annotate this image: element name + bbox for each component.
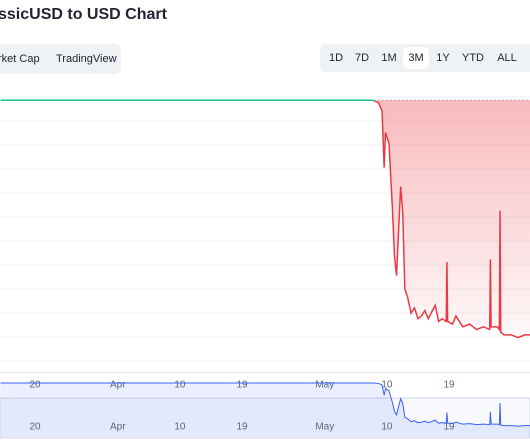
navigator-tick-label: May	[315, 422, 334, 433]
tab[interactable]: TradingView	[56, 53, 117, 65]
navigator-tick-label: 10	[174, 422, 186, 433]
range-button[interactable]: 1D	[329, 52, 343, 64]
navigator-tick-label: 20	[29, 422, 41, 433]
range-button[interactable]: 3M	[408, 52, 423, 64]
area	[1, 100, 530, 337]
range-button[interactable]: 1Y	[436, 52, 450, 64]
range-button[interactable]: ALL	[497, 52, 517, 64]
navigator-tick-label: 19	[443, 422, 455, 433]
range-button[interactable]: YTD	[462, 52, 484, 64]
navigator-tick-label: 10	[381, 422, 393, 433]
tab[interactable]: rket Cap	[0, 53, 40, 65]
range-button[interactable]: 7D	[355, 52, 369, 64]
axis-line	[0, 372, 530, 373]
title: ssicUSD to USD Chart	[0, 6, 168, 23]
navigator-tick-label: Apr	[110, 422, 126, 433]
range-button[interactable]: 1M	[381, 52, 396, 64]
navigator-tick-label: 19	[236, 422, 248, 433]
x-tick-label: 19	[443, 380, 455, 391]
